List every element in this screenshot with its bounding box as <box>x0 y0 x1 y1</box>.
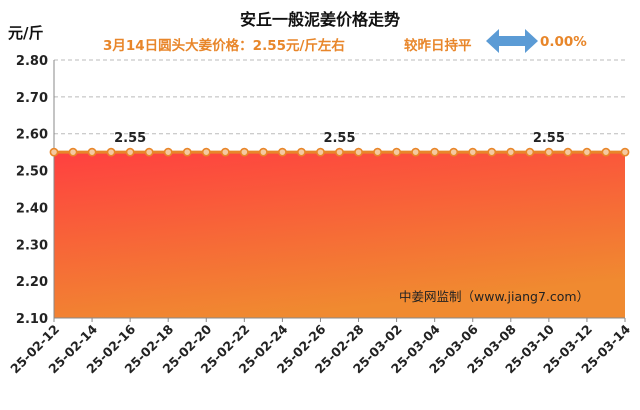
data-point <box>506 147 516 157</box>
data-point <box>239 147 249 157</box>
data-point <box>601 147 611 157</box>
data-point <box>563 147 573 157</box>
y-tick-label: 2.80 <box>16 54 48 69</box>
data-point <box>125 147 135 157</box>
y-tick-label: 2.60 <box>16 128 48 143</box>
data-point <box>182 147 192 157</box>
data-point <box>316 147 325 157</box>
y-tick-label: 2.40 <box>16 201 48 216</box>
y-tick-label: 2.20 <box>16 275 48 290</box>
data-point <box>163 147 173 157</box>
data-point <box>544 147 554 157</box>
data-point <box>449 147 459 157</box>
data-point <box>258 147 268 157</box>
data-point <box>468 147 478 157</box>
data-point <box>392 147 401 157</box>
data-point <box>487 147 497 157</box>
data-point <box>620 147 630 157</box>
watermark: 中姜网监制（www.jiang7.com） <box>399 289 590 304</box>
data-label: 2.55 <box>323 131 355 146</box>
double-arrow-icon <box>486 29 538 53</box>
y-tick-label: 2.70 <box>16 91 48 106</box>
data-point <box>220 147 230 157</box>
chart-title: 安丘一般泥姜价格走势 <box>239 10 400 29</box>
data-point <box>49 147 59 157</box>
price-note: 3月14日圆头大姜价格：2.55元/斤左右 <box>103 38 345 54</box>
data-point <box>354 147 363 157</box>
data-point <box>582 147 592 157</box>
compare-label: 较昨日持平 <box>404 38 472 54</box>
data-label: 2.55 <box>533 131 565 146</box>
data-point <box>430 147 440 157</box>
data-point <box>277 147 287 157</box>
data-point <box>87 147 97 157</box>
data-point <box>106 147 116 157</box>
price-area <box>54 152 625 318</box>
data-point <box>525 147 535 157</box>
data-point <box>144 147 154 157</box>
data-point <box>411 147 421 157</box>
data-point <box>68 147 78 157</box>
data-point <box>201 147 211 157</box>
y-tick-label: 2.50 <box>16 165 48 180</box>
data-point <box>373 147 382 157</box>
y-tick-label: 2.10 <box>16 312 48 327</box>
y-tick-label: 2.30 <box>16 238 48 253</box>
y-axis-unit: 元/斤 <box>8 24 44 42</box>
data-point <box>297 147 306 157</box>
change-percent: 0.00% <box>540 34 587 50</box>
data-label: 2.55 <box>114 131 146 146</box>
data-point <box>335 147 344 157</box>
